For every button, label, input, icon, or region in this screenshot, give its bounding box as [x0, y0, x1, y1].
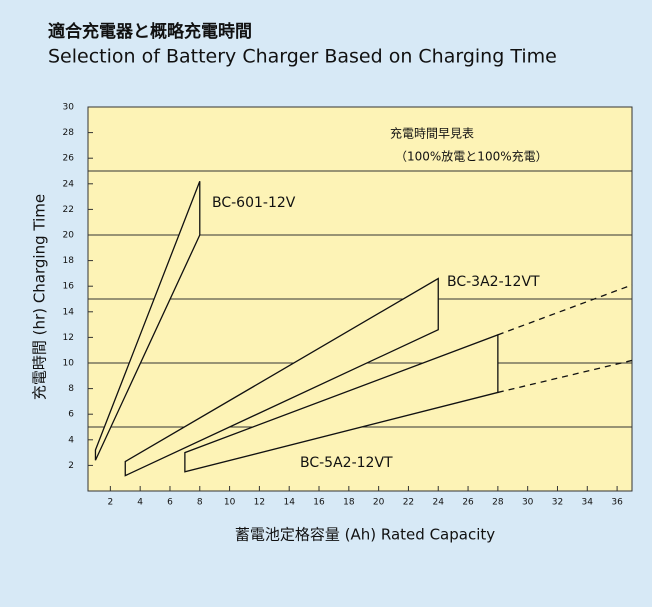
y-tick-label: 28	[63, 128, 75, 138]
x-tick-label: 10	[224, 498, 236, 508]
y-tick-label: 2	[68, 461, 74, 471]
x-tick-label: 18	[343, 498, 355, 508]
y-tick-label: 4	[68, 435, 74, 445]
annotation: （100%放電と100%充電）	[395, 149, 548, 164]
chart-subtitle: Selection of Battery Charger Based on Ch…	[48, 46, 557, 68]
x-axis-label: 蓄電池定格容量 (Ah) Rated Capacity	[235, 526, 495, 544]
y-tick-label: 16	[63, 282, 75, 292]
y-tick-label: 30	[63, 103, 75, 113]
y-tick-label: 14	[63, 307, 75, 317]
annotation: 充電時間早見表	[390, 126, 474, 141]
x-tick-label: 32	[552, 498, 563, 508]
y-tick-label: 12	[63, 333, 74, 343]
x-tick-label: 24	[433, 498, 445, 508]
y-tick-label: 22	[63, 205, 74, 215]
x-tick-label: 4	[137, 498, 143, 508]
extension-line	[497, 359, 633, 394]
range-polygon	[94, 181, 201, 461]
series-label: BC-601-12V	[212, 195, 296, 211]
y-tick-label: 8	[68, 384, 74, 394]
y-tick-label: 20	[63, 231, 75, 241]
y-tick-label: 26	[63, 154, 75, 164]
y-tick-label: 6	[68, 410, 74, 420]
extension-line	[497, 284, 633, 336]
y-tick-label: 10	[63, 359, 75, 369]
series-label: BC-3A2-12VT	[447, 274, 540, 290]
x-tick-label: 14	[283, 498, 295, 508]
x-tick-label: 2	[107, 498, 113, 508]
y-axis-label: 充電時間 (hr) Charging Time	[31, 194, 49, 400]
x-tick-label: 30	[522, 498, 534, 508]
series-label: BC-5A2-12VT	[300, 455, 393, 471]
x-tick-label: 22	[403, 498, 414, 508]
x-tick-label: 20	[373, 498, 385, 508]
y-tick-label: 18	[63, 256, 75, 266]
x-tick-label: 6	[167, 498, 173, 508]
x-tick-label: 36	[611, 498, 623, 508]
x-tick-label: 12	[254, 498, 265, 508]
y-tick-label: 24	[63, 179, 75, 189]
x-tick-label: 34	[582, 498, 594, 508]
x-tick-label: 26	[462, 498, 474, 508]
x-tick-label: 16	[313, 498, 325, 508]
x-tick-label: 28	[492, 498, 504, 508]
x-tick-label: 8	[197, 498, 203, 508]
range-polygon	[124, 277, 439, 477]
chart-title: 適合充電器と概略充電時間	[48, 21, 252, 42]
